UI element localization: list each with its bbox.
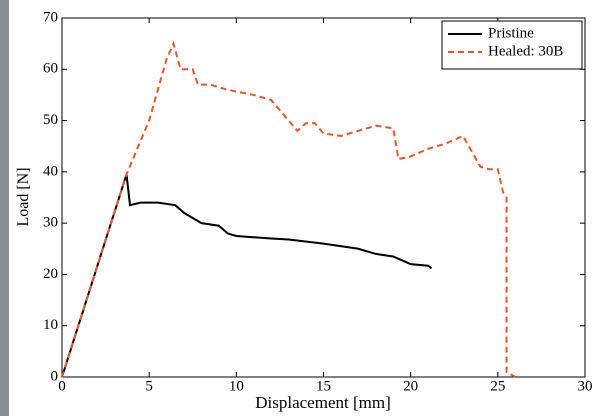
x-tick-label: 15	[316, 378, 331, 394]
x-tick-label: 20	[403, 378, 418, 394]
x-tick-label: 30	[578, 378, 593, 394]
legend-box	[441, 20, 583, 70]
y-tick-label: 20	[43, 266, 58, 282]
legend-label: Healed: 30B	[488, 43, 563, 59]
x-tick-label: 25	[490, 378, 505, 394]
photo-edge	[0, 0, 9, 416]
y-axis-label: Load [N]	[15, 167, 32, 226]
series-line	[61, 40, 516, 378]
y-tick-label: 0	[51, 368, 59, 384]
y-tick-label: 70	[43, 9, 58, 25]
x-axis-label: Displacement [mm]	[255, 393, 391, 412]
series-line	[61, 174, 433, 378]
legend-label: Pristine	[488, 25, 534, 41]
y-tick-label: 50	[43, 112, 58, 128]
y-tick-label: 40	[43, 163, 58, 179]
y-tick-label: 10	[43, 317, 58, 333]
y-tick-label: 30	[43, 215, 58, 231]
y-tick-label: 60	[43, 61, 58, 77]
x-tick-label: 0	[58, 378, 66, 394]
x-tick-label: 5	[145, 378, 153, 394]
x-tick-label: 10	[229, 378, 244, 394]
